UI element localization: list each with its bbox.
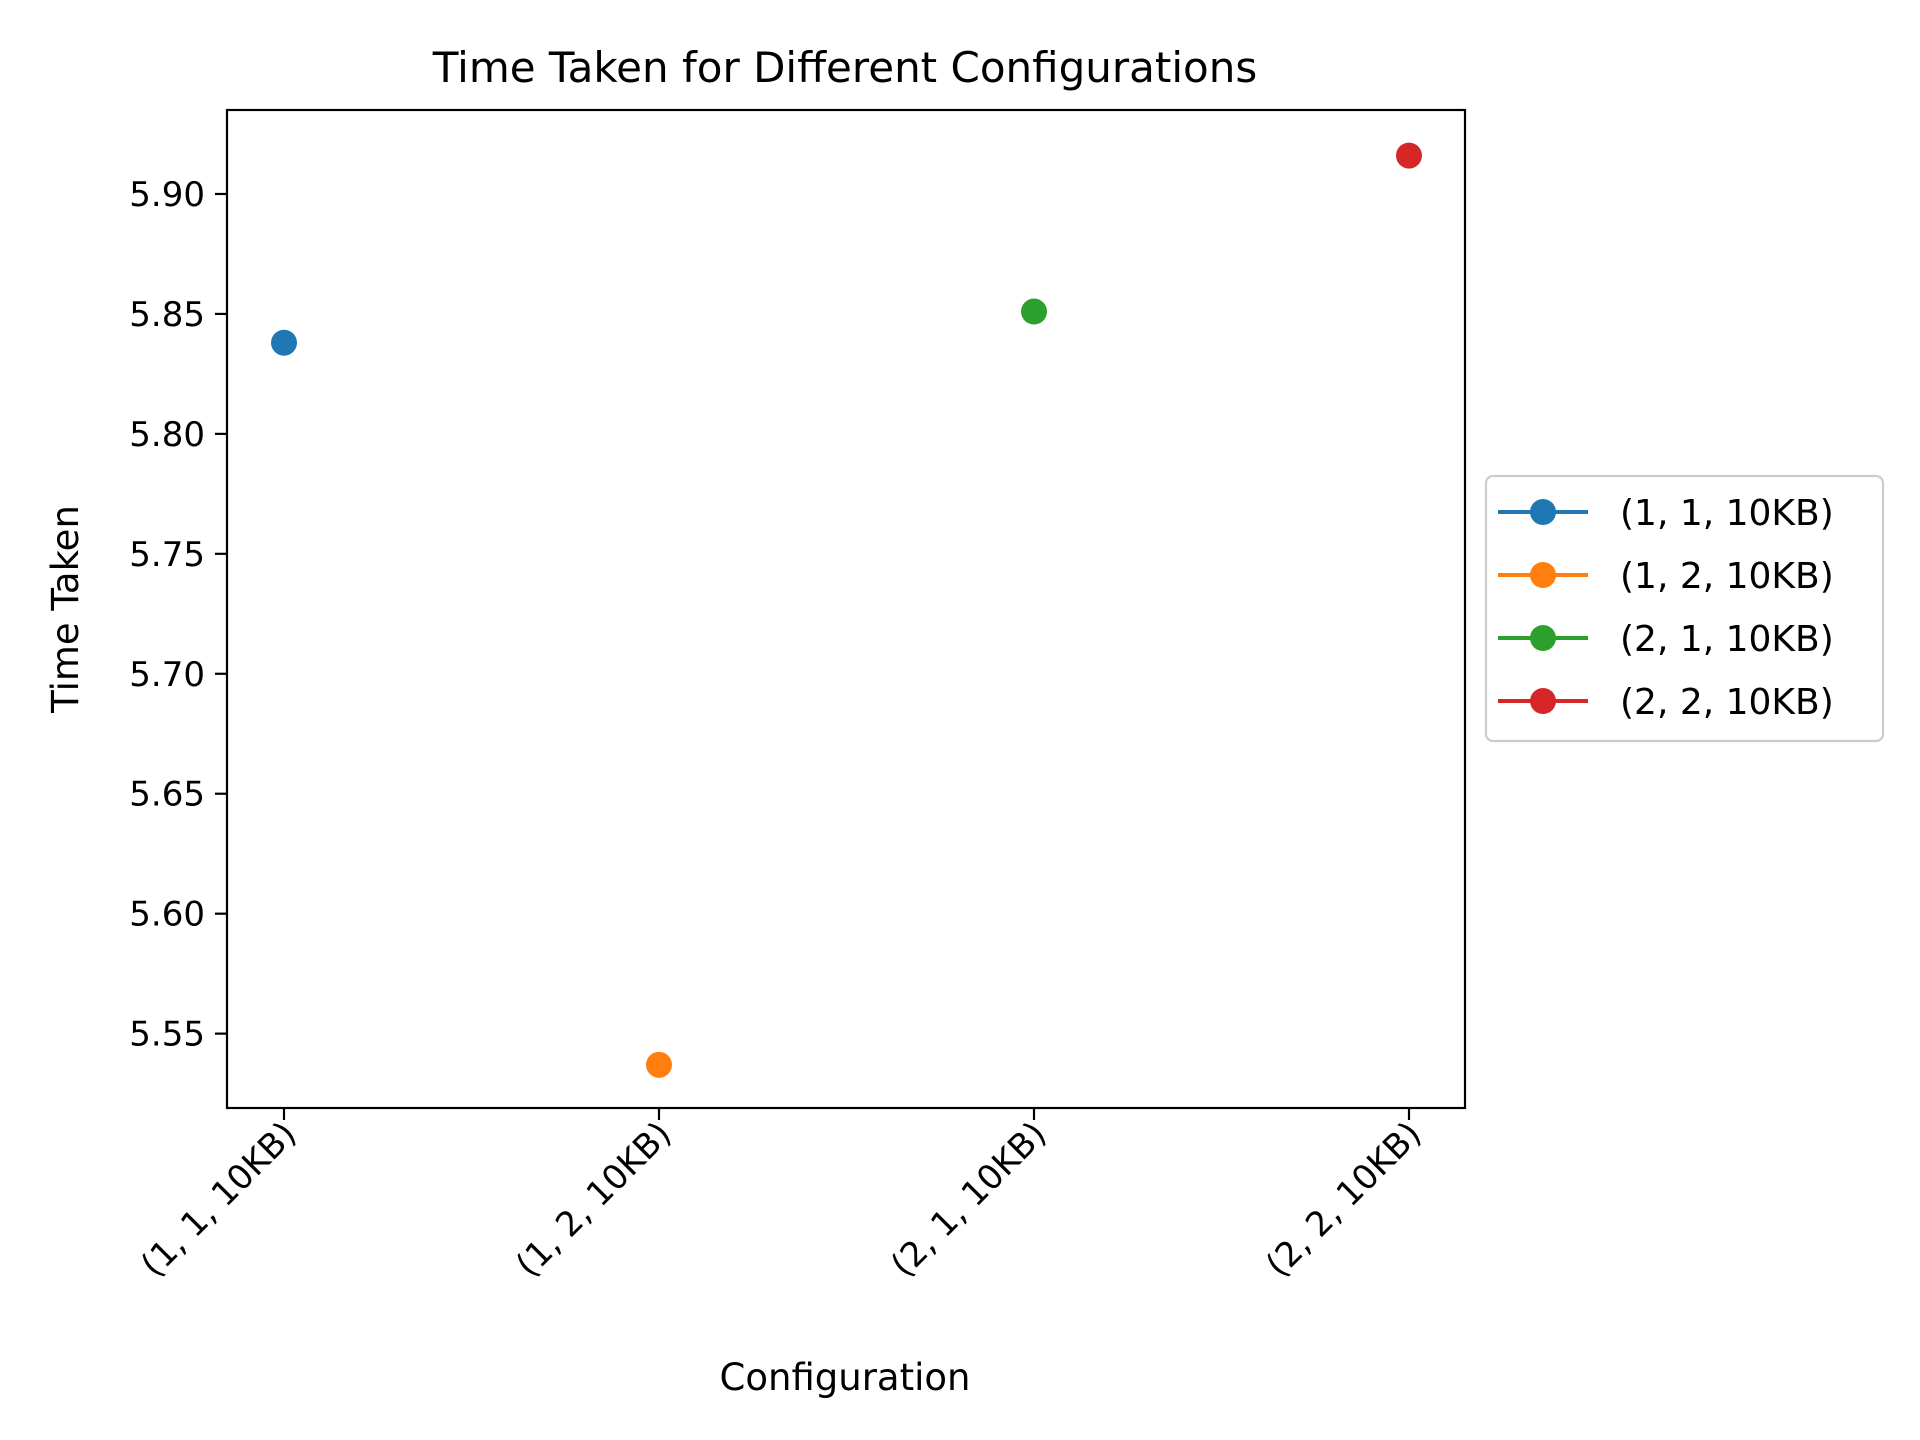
legend-box [1484, 474, 1885, 743]
y-tick-label: 5.90 [129, 175, 205, 215]
legend: (1, 1, 10KB) (1, 2, 10KB) (2, 1, 10KB) (2, … [1484, 474, 1885, 743]
legend-label-1: (1, 1, 10KB) [1620, 493, 1834, 534]
legend-label-3: (2, 1, 10KB) [1620, 619, 1834, 660]
y-tick-label: 5.60 [129, 895, 205, 935]
data-point-2 [646, 1051, 672, 1078]
y-axis-label: Time Taken [44, 505, 87, 714]
legend-label-4: (2, 2, 10KB) [1620, 682, 1834, 723]
chart-title: Time Taken for Different Configurations [432, 43, 1257, 92]
legend-marker-1 [1530, 499, 1556, 525]
data-point-4 [1396, 142, 1422, 169]
legend-label-2: (1, 2, 10KB) [1620, 556, 1834, 597]
data-point-1 [271, 329, 297, 356]
data-points [271, 142, 1422, 1078]
legend-marker-2 [1530, 562, 1556, 588]
y-tick-label: 5.85 [129, 295, 205, 335]
legend-marker-3 [1530, 625, 1556, 651]
data-point-3 [1021, 298, 1047, 325]
legend-marker-4 [1530, 688, 1556, 714]
y-tick-label: 5.65 [129, 775, 205, 815]
x-axis-label: Configuration [720, 1356, 971, 1399]
y-axis-ticks: 5.55 5.60 5.65 5.70 5.75 5.80 5.85 5.90 [129, 175, 227, 1055]
y-tick-label: 5.70 [129, 655, 205, 695]
y-tick-label: 5.80 [129, 415, 205, 455]
y-tick-label: 5.75 [129, 535, 205, 575]
y-tick-label: 5.55 [129, 1015, 205, 1055]
plot-area-frame [225, 108, 1467, 1110]
